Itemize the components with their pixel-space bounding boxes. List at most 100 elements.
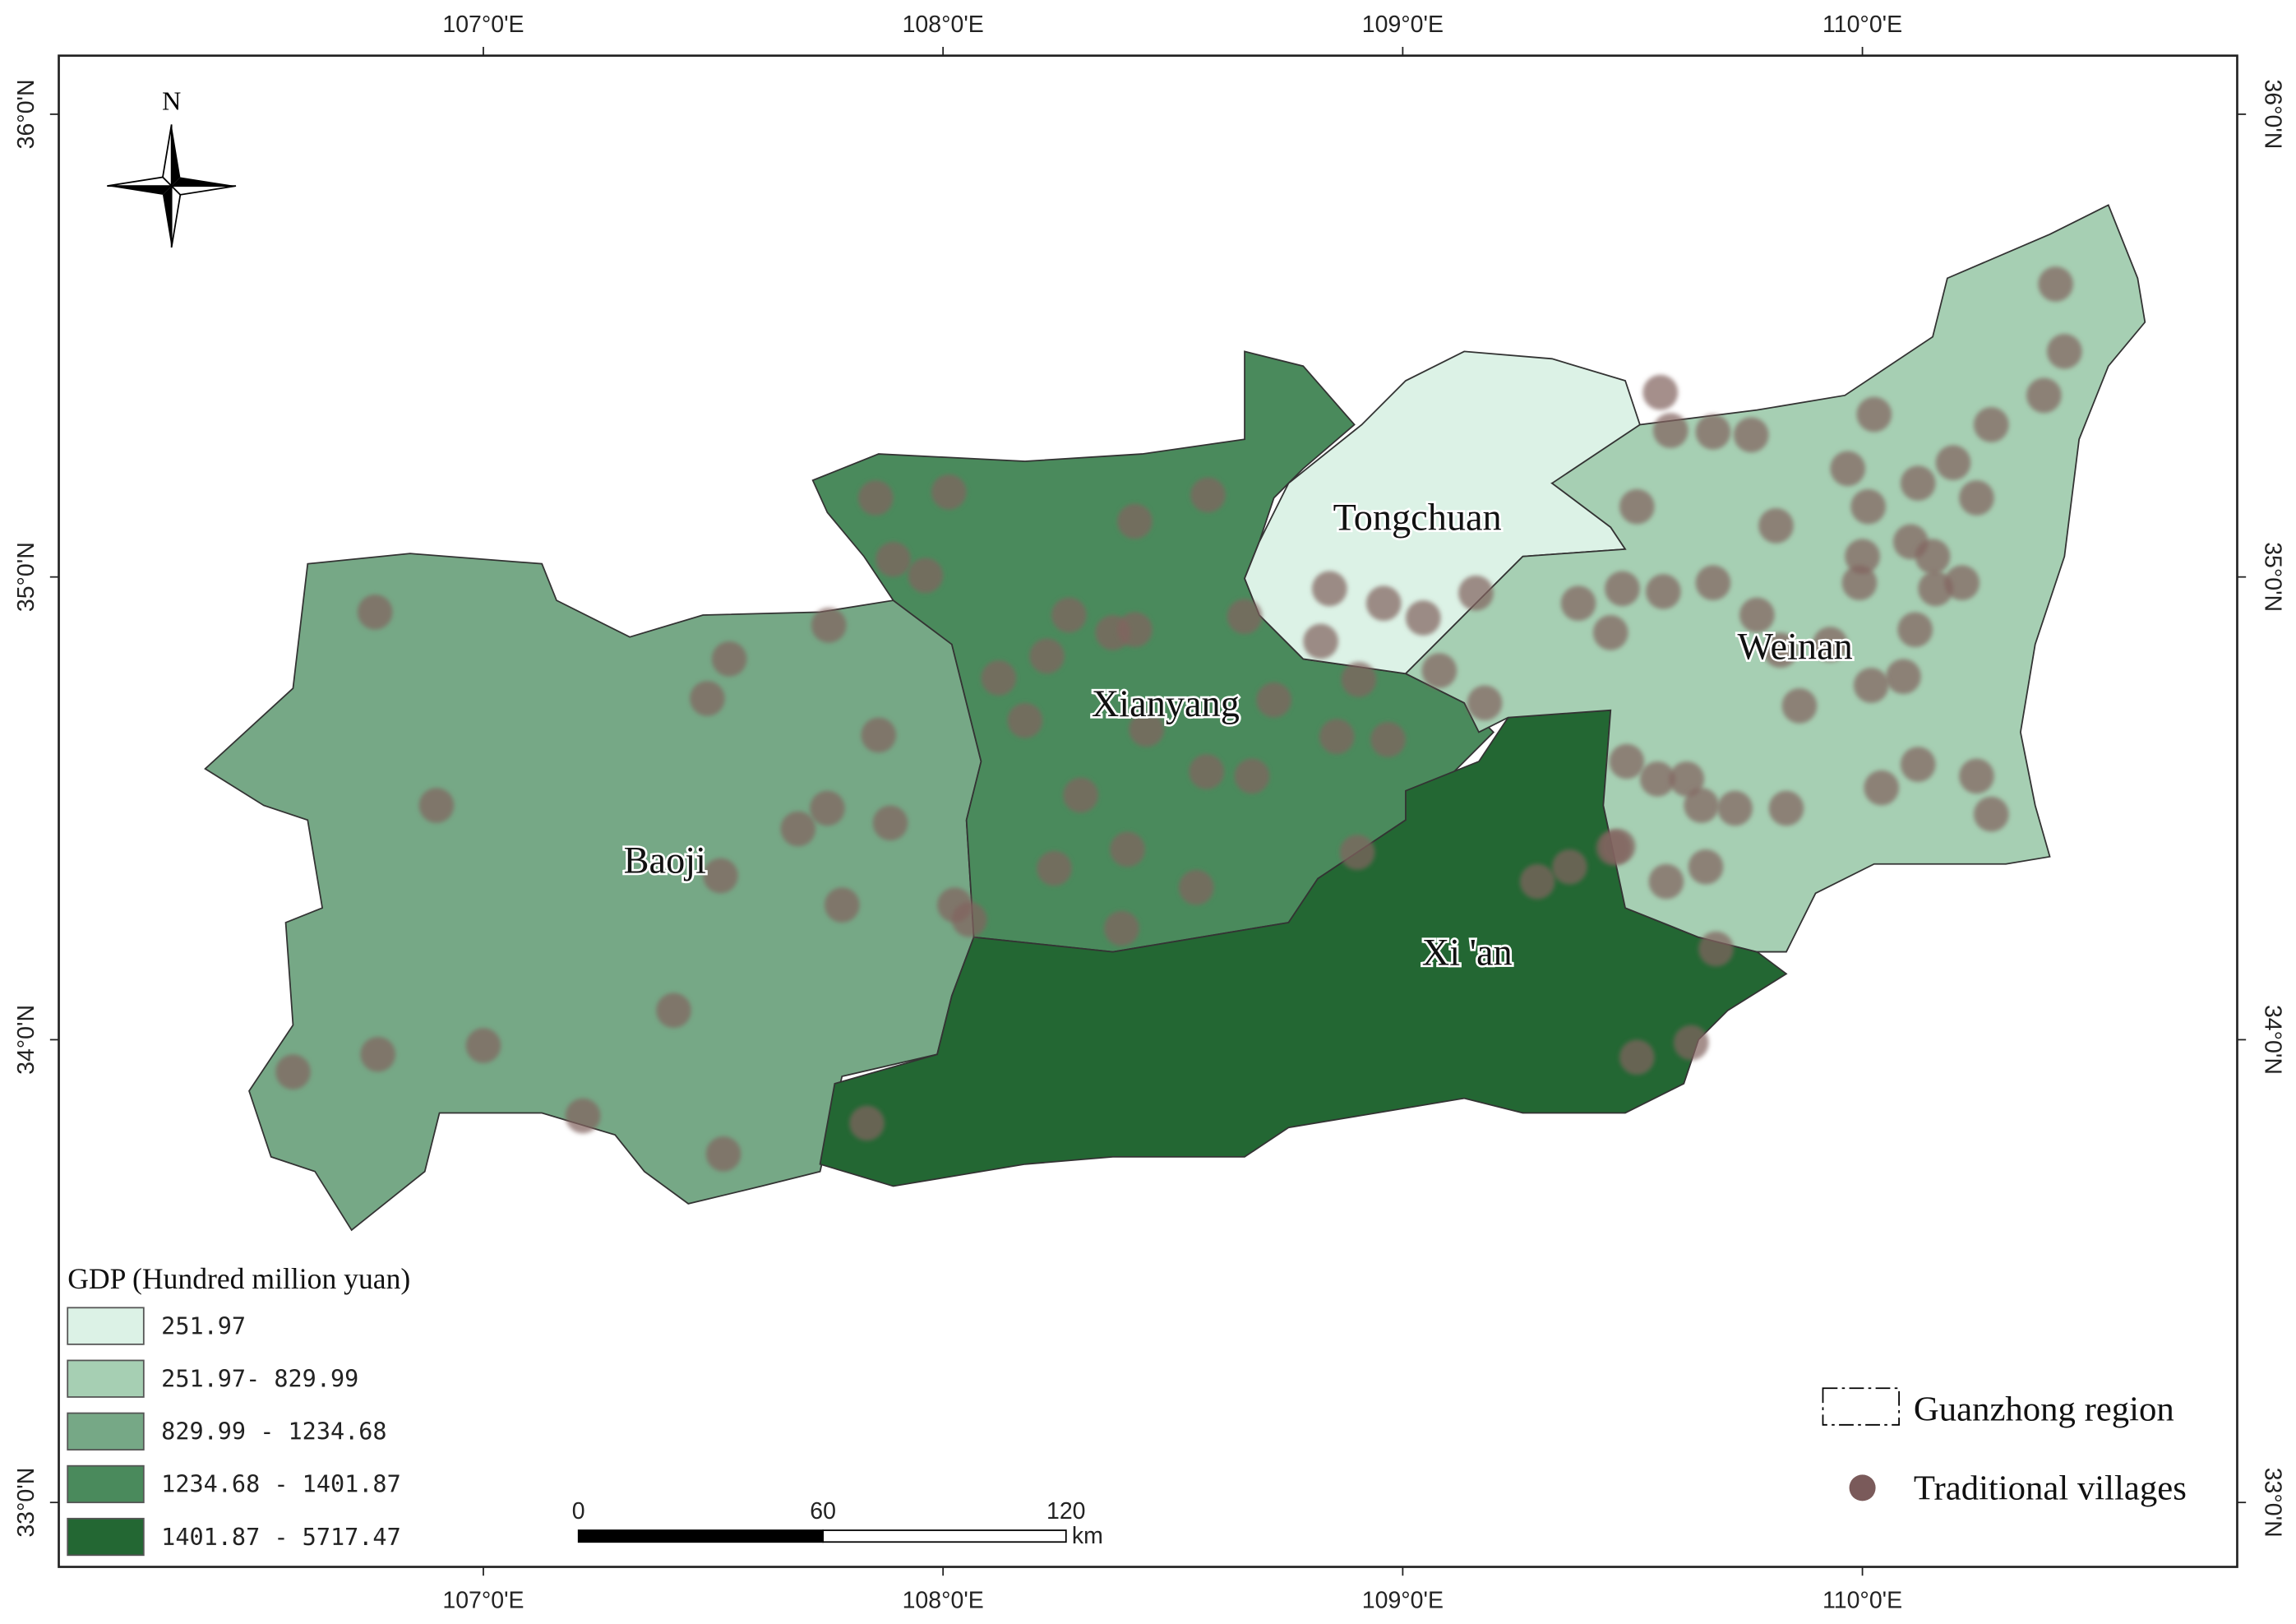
village [1560, 585, 1596, 622]
village [1303, 623, 1339, 659]
village [908, 558, 944, 594]
legend-label: 251.97 [161, 1312, 246, 1339]
lon-label: 107°0'E [442, 12, 524, 38]
region-label: Xianyang [1092, 683, 1240, 725]
scale-bar: 0 60 120 km [572, 1498, 1103, 1549]
village [703, 858, 738, 894]
village [1669, 761, 1705, 797]
village-legend-swatch [1849, 1474, 1876, 1501]
lat-label: 34°0'N [13, 1005, 39, 1075]
village [1758, 507, 1794, 544]
village [1841, 565, 1878, 601]
village [1695, 414, 1731, 450]
village [1029, 638, 1065, 674]
lon-label: 110°0'E [1822, 1587, 1902, 1613]
village [1190, 477, 1226, 513]
lat-label: 36°0'N [2259, 79, 2285, 149]
village [857, 480, 894, 516]
village [1227, 599, 1263, 635]
village [565, 1098, 601, 1134]
legend-swatch [67, 1307, 145, 1345]
village [1959, 480, 1994, 516]
village [931, 474, 967, 510]
village [1605, 571, 1640, 607]
village [1467, 685, 1503, 721]
village [1944, 565, 1980, 601]
village [1117, 612, 1153, 648]
village [1864, 770, 1900, 806]
village [1897, 612, 1933, 648]
region-baoji [204, 553, 982, 1232]
village [711, 641, 747, 677]
lat-label: 35°0'N [13, 542, 39, 612]
village [951, 902, 987, 937]
village [465, 1028, 501, 1063]
village [1178, 869, 1214, 905]
village [1648, 863, 1684, 900]
village [1341, 661, 1377, 697]
village [705, 1136, 741, 1172]
region-legend-swatch [1822, 1387, 1900, 1426]
village [849, 1105, 885, 1141]
legend-label: 251.97- 829.99 [161, 1365, 358, 1392]
region-label: Weinan [1738, 626, 1853, 668]
village [780, 811, 816, 847]
village [1973, 796, 2009, 832]
village [1733, 417, 1769, 453]
north-arrow: N [107, 86, 237, 248]
village [1762, 632, 1799, 669]
lat-label: 33°0'N [13, 1468, 39, 1538]
village [1830, 451, 1866, 487]
village [981, 660, 1017, 696]
village [1104, 910, 1139, 946]
village [418, 788, 455, 823]
village [1339, 835, 1375, 870]
legend-label: 829.99 - 1234.68 [161, 1418, 386, 1446]
village [872, 805, 908, 841]
village [2046, 334, 2082, 369]
scale-label: 120 [1046, 1498, 1086, 1525]
legend-label: Guanzhong region [1914, 1390, 2174, 1428]
village [1405, 600, 1441, 636]
village [1886, 659, 1921, 695]
village [2026, 377, 2062, 414]
village [1918, 571, 1953, 607]
village [1935, 445, 1971, 481]
village [1717, 790, 1753, 826]
village [275, 1054, 311, 1090]
village [1129, 711, 1165, 747]
village [1642, 374, 1679, 410]
village [1552, 849, 1587, 885]
village [690, 681, 725, 716]
legend-label: 1234.68 - 1401.87 [161, 1471, 401, 1498]
village [1739, 597, 1775, 633]
legend-swatch [67, 1517, 145, 1557]
village [861, 717, 897, 753]
village [1856, 396, 1892, 433]
village [1768, 790, 1804, 826]
village [1695, 565, 1731, 601]
village [1853, 668, 1889, 703]
village [824, 887, 860, 923]
legend-label: Traditional villages [1914, 1469, 2187, 1508]
village [1458, 575, 1494, 611]
village [1256, 682, 1292, 718]
village [1619, 1039, 1655, 1076]
village [1319, 719, 1355, 755]
lat-label: 33°0'N [2259, 1468, 2285, 1538]
lat-label: 36°0'N [13, 79, 39, 149]
village [2038, 266, 2074, 302]
villages [275, 266, 2082, 1172]
village [1781, 688, 1818, 724]
village [1652, 413, 1689, 448]
village [1370, 721, 1406, 757]
legend-swatch [67, 1359, 145, 1398]
lat-label: 34°0'N [2259, 1005, 2285, 1075]
scale-unit: km [1072, 1523, 1103, 1549]
village [1311, 571, 1347, 607]
village [1619, 488, 1655, 525]
village [1698, 931, 1734, 967]
village [1051, 597, 1087, 633]
village [656, 992, 691, 1029]
village [1519, 863, 1555, 900]
